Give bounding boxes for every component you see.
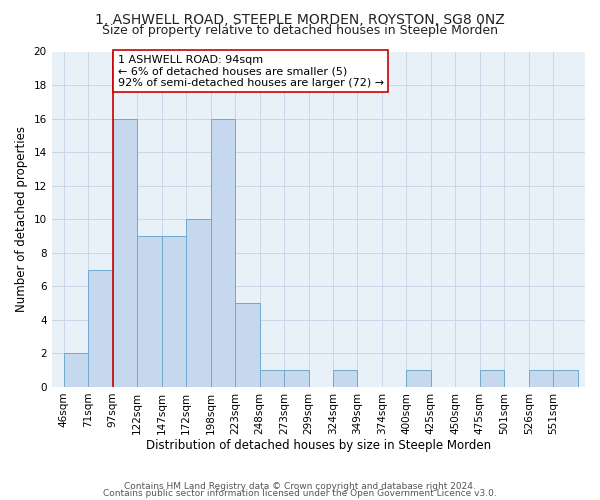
Bar [162, 236, 186, 387]
Text: Contains HM Land Registry data © Crown copyright and database right 2024.: Contains HM Land Registry data © Crown c… [124, 482, 476, 491]
Bar [333, 370, 358, 387]
Bar [211, 118, 235, 387]
X-axis label: Distribution of detached houses by size in Steeple Morden: Distribution of detached houses by size … [146, 440, 491, 452]
Bar [284, 370, 308, 387]
Bar [553, 370, 578, 387]
Bar [137, 236, 162, 387]
Text: 1 ASHWELL ROAD: 94sqm
← 6% of detached houses are smaller (5)
92% of semi-detach: 1 ASHWELL ROAD: 94sqm ← 6% of detached h… [118, 55, 384, 88]
Y-axis label: Number of detached properties: Number of detached properties [15, 126, 28, 312]
Bar [186, 219, 211, 387]
Text: Contains public sector information licensed under the Open Government Licence v3: Contains public sector information licen… [103, 489, 497, 498]
Text: 1, ASHWELL ROAD, STEEPLE MORDEN, ROYSTON, SG8 0NZ: 1, ASHWELL ROAD, STEEPLE MORDEN, ROYSTON… [95, 12, 505, 26]
Bar [529, 370, 553, 387]
Bar [88, 270, 113, 387]
Bar [406, 370, 431, 387]
Bar [64, 354, 88, 387]
Bar [113, 118, 137, 387]
Bar [480, 370, 504, 387]
Bar [260, 370, 284, 387]
Text: Size of property relative to detached houses in Steeple Morden: Size of property relative to detached ho… [102, 24, 498, 37]
Bar [235, 303, 260, 387]
